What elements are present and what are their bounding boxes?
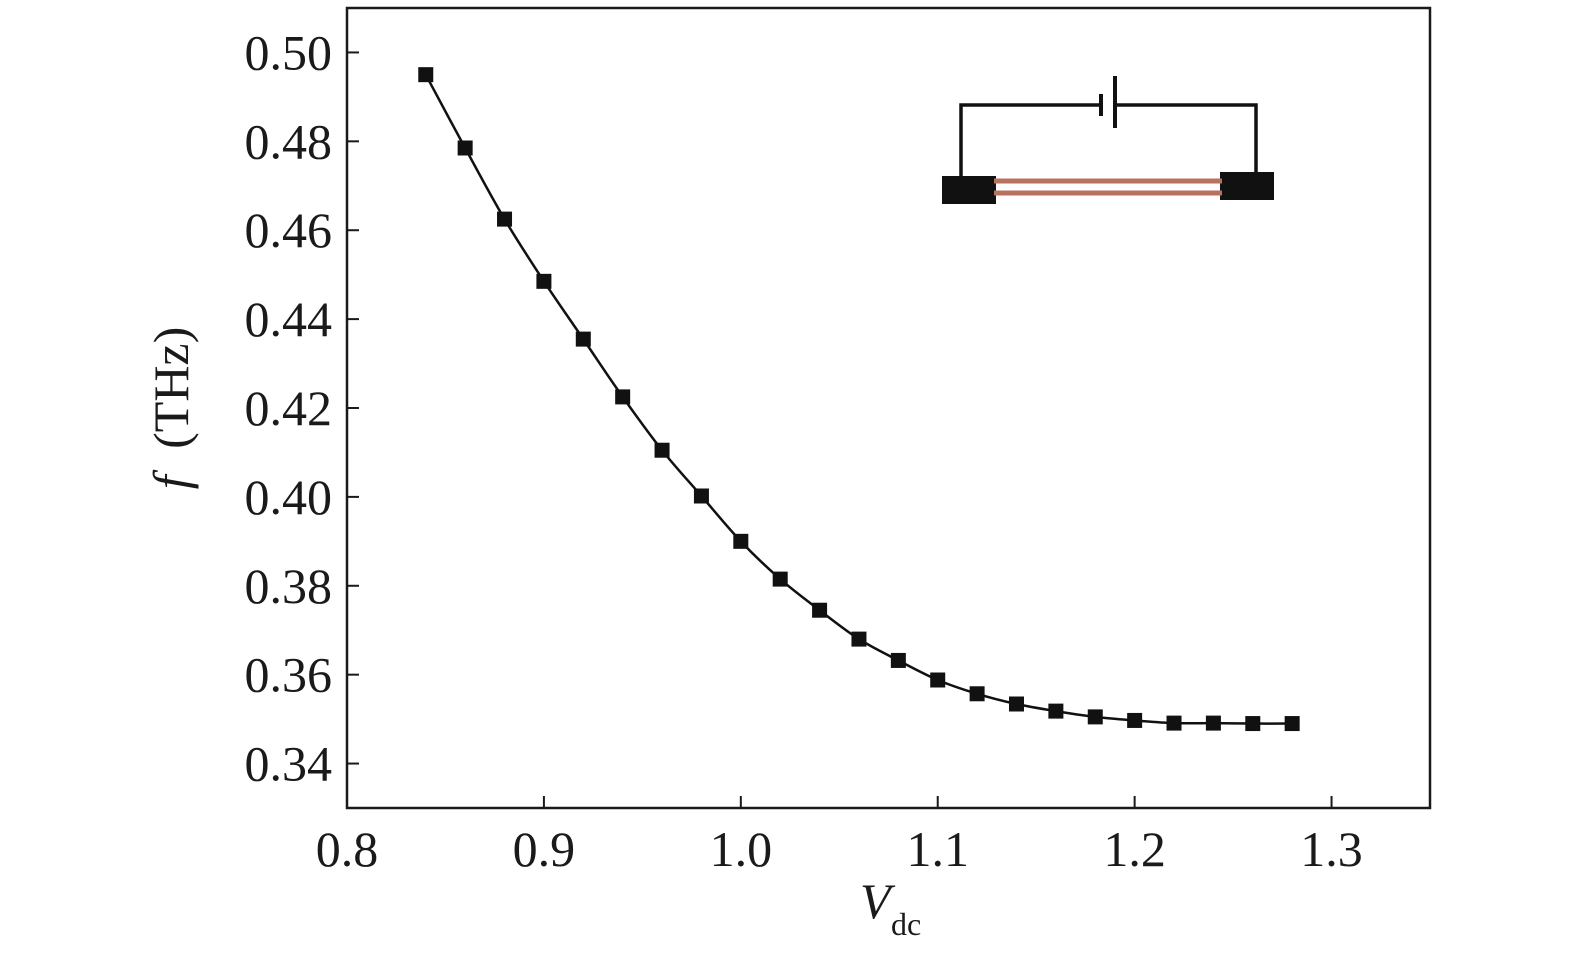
- y-tick-label: 0.36: [245, 647, 333, 703]
- y-tick-label: 0.44: [245, 291, 333, 347]
- x-axis-label: V dc: [860, 873, 921, 942]
- data-point: [1166, 715, 1182, 731]
- data-point: [930, 672, 946, 688]
- data-point: [693, 488, 709, 504]
- data-point: [1087, 709, 1103, 725]
- data-point: [457, 140, 473, 156]
- data-point: [615, 389, 631, 405]
- x-tick-label: 1.2: [1103, 821, 1166, 877]
- y-tick-label: 0.42: [245, 380, 333, 436]
- data-point: [418, 67, 434, 83]
- x-axis-symbol: V: [860, 873, 896, 929]
- y-axis-unit: (THz): [143, 327, 199, 449]
- data-point: [1245, 716, 1261, 732]
- plot-frame: [345, 6, 1432, 810]
- x-axis: 0.8 0.9 1.0 1.1 1.2 1.3: [316, 796, 1363, 877]
- data-point: [812, 602, 828, 618]
- data-point: [1048, 703, 1064, 719]
- x-tick-label: 1.3: [1300, 821, 1363, 877]
- x-axis-subscript: dc: [891, 906, 921, 942]
- data-point: [851, 631, 867, 647]
- data-point: [575, 331, 591, 347]
- y-tick-label: 0.48: [245, 113, 333, 169]
- y-tick-label: 0.46: [245, 202, 333, 258]
- y-tick-label: 0.40: [245, 469, 333, 525]
- inset-wire: [1115, 103, 1258, 180]
- data-point: [772, 571, 788, 587]
- y-tick-label: 0.38: [245, 558, 333, 614]
- data-point: [536, 273, 552, 289]
- inset-wire: [959, 103, 1101, 180]
- x-tick-label: 0.9: [513, 821, 576, 877]
- y-axis-label: f (THz): [143, 327, 199, 490]
- data-point: [733, 533, 749, 549]
- series-layer: [418, 67, 1300, 732]
- y-axis: 0.34 0.36 0.38 0.40 0.42 0.44 0.46 0.48 0.50: [245, 24, 359, 792]
- data-point: [969, 686, 985, 702]
- svg-text:f (THz): f (THz): [143, 327, 199, 490]
- inset-circuit: [942, 76, 1274, 204]
- data-point: [1205, 715, 1221, 731]
- y-tick-label: 0.34: [245, 736, 333, 792]
- data-point: [654, 442, 670, 458]
- data-point: [1127, 712, 1143, 728]
- x-tick-label: 0.8: [316, 821, 379, 877]
- data-point: [1284, 716, 1300, 732]
- y-tick-label: 0.50: [245, 24, 333, 80]
- y-axis-symbol: f: [143, 469, 199, 489]
- data-point: [890, 652, 906, 668]
- data-point: [1008, 696, 1024, 712]
- x-tick-label: 1.0: [710, 821, 773, 877]
- right-electrode: [1220, 172, 1274, 200]
- x-tick-label: 1.1: [906, 821, 969, 877]
- series-line: [424, 74, 1293, 725]
- data-point: [497, 211, 513, 227]
- left-electrode: [942, 176, 996, 204]
